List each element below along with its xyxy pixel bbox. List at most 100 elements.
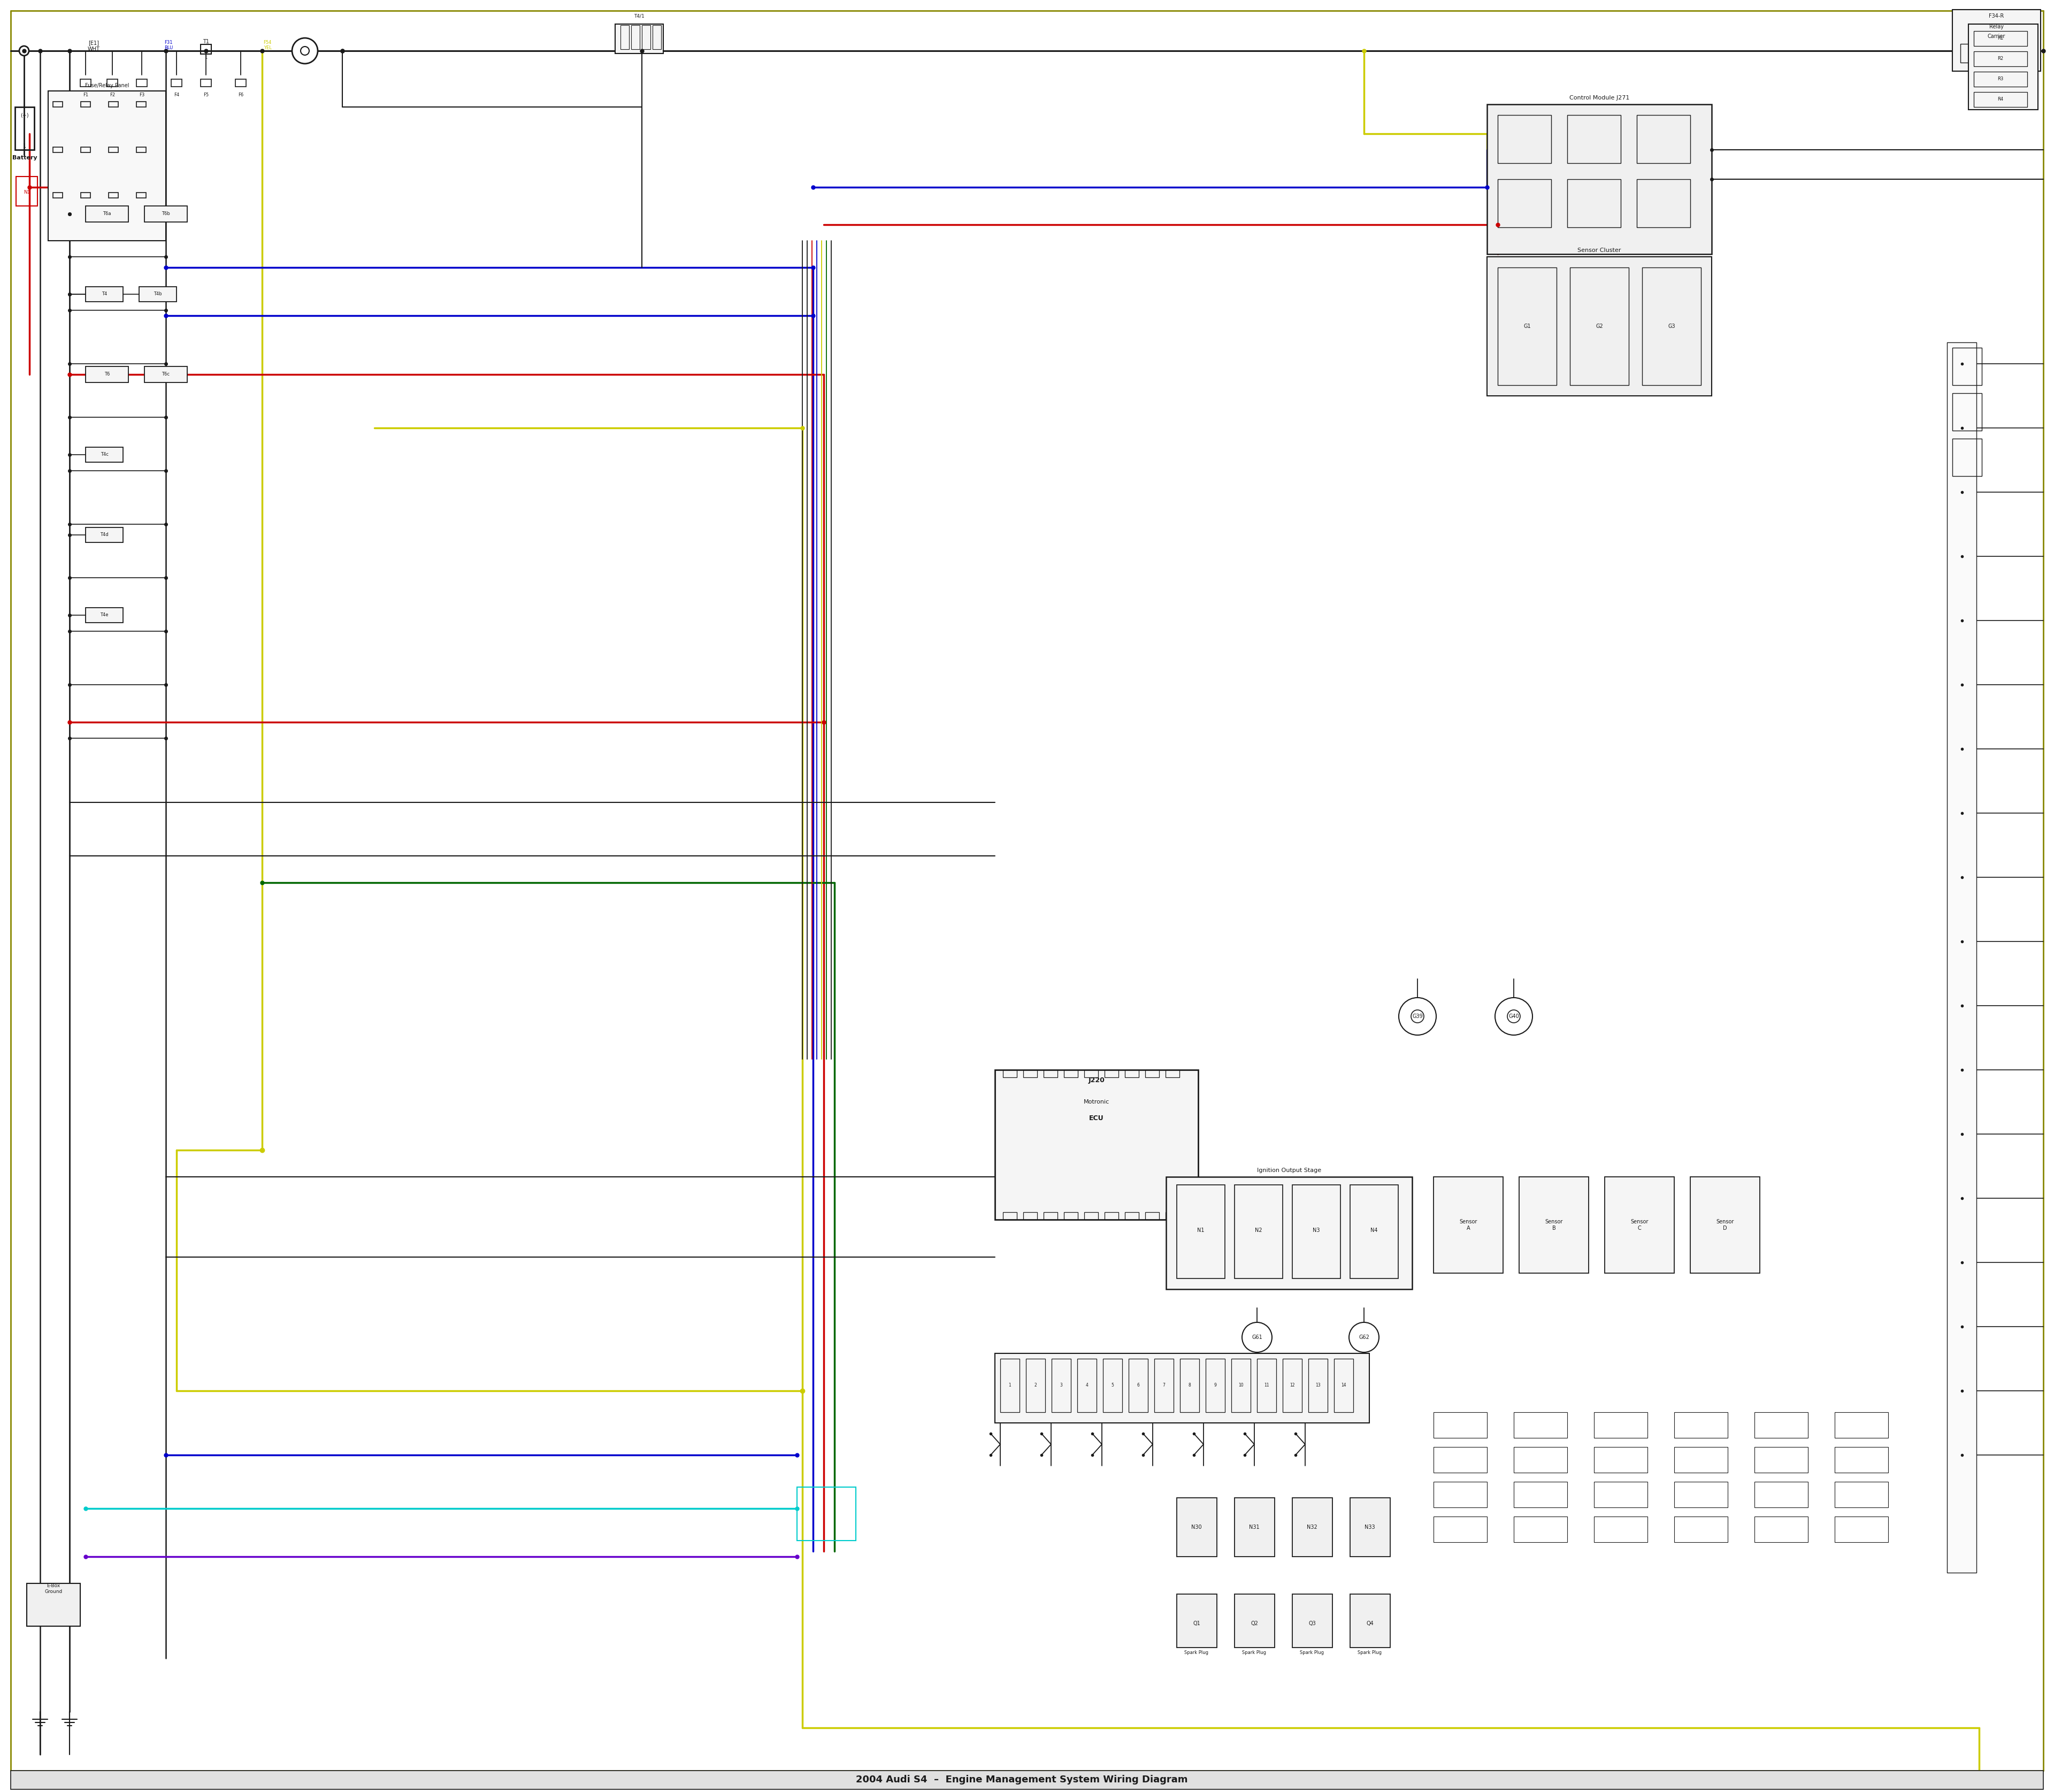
Bar (1594, 1412, 1647, 1437)
Text: Carrier: Carrier (1988, 34, 2005, 39)
Text: 12: 12 (1290, 1383, 1294, 1387)
Bar (1434, 1516, 1487, 1543)
Text: F5: F5 (203, 93, 210, 97)
Bar (1690, 1177, 1760, 1272)
Bar (53, 192, 62, 197)
Text: N33: N33 (1364, 1525, 1374, 1530)
Text: N31: N31 (1249, 1525, 1259, 1530)
Circle shape (1399, 998, 1436, 1036)
Text: Control Module J271: Control Module J271 (1569, 95, 1629, 100)
Bar (797, 1487, 857, 1541)
Circle shape (1243, 1322, 1271, 1353)
Bar (1349, 1185, 1399, 1278)
Bar (1146, 1211, 1158, 1220)
Bar (1002, 1070, 1017, 1077)
Text: R3: R3 (1996, 77, 2003, 82)
Bar (144, 206, 187, 222)
Bar (1960, 43, 1992, 63)
Bar (201, 79, 212, 86)
Bar (1076, 1358, 1097, 1412)
Text: F31: F31 (164, 41, 173, 45)
Circle shape (300, 47, 310, 56)
Bar (1052, 1358, 1070, 1412)
Bar (1974, 30, 2027, 47)
Bar (1257, 1358, 1276, 1412)
Bar (1953, 439, 1982, 477)
Text: T4: T4 (101, 292, 107, 297)
Bar (1754, 1482, 1808, 1507)
Bar (1167, 1177, 1413, 1288)
Bar (201, 45, 212, 54)
Text: Sensor
A: Sensor A (1458, 1219, 1477, 1231)
Bar (1165, 1070, 1179, 1077)
Bar (1292, 1595, 1333, 1647)
Bar (47, 91, 166, 240)
Text: T6a: T6a (103, 211, 111, 217)
Bar (1834, 1412, 1888, 1437)
Text: 8: 8 (1189, 1383, 1191, 1387)
Text: Sensor
B: Sensor B (1545, 1219, 1563, 1231)
Text: T4b: T4b (154, 292, 162, 297)
Bar (1146, 1070, 1158, 1077)
Text: 2004 Audi S4  –  Engine Management System Wiring Diagram: 2004 Audi S4 – Engine Management System … (857, 1774, 1187, 1785)
Circle shape (1411, 1011, 1423, 1023)
Text: G39: G39 (1413, 1014, 1423, 1020)
Text: Ignition Output Stage: Ignition Output Stage (1257, 1168, 1321, 1174)
Bar (1637, 179, 1690, 228)
Bar (614, 23, 663, 54)
Bar (1953, 9, 2040, 72)
Bar (1514, 1446, 1567, 1473)
Bar (1974, 72, 2027, 86)
Bar (86, 206, 127, 222)
Bar (80, 102, 90, 108)
Bar (1105, 1070, 1119, 1077)
Bar (1520, 1177, 1588, 1272)
Bar (1000, 1358, 1019, 1412)
Text: BLU: BLU (164, 47, 173, 50)
Bar (136, 79, 148, 86)
Bar (1674, 1446, 1727, 1473)
Bar (1025, 1358, 1045, 1412)
Circle shape (18, 47, 29, 56)
Bar (1567, 179, 1621, 228)
Text: E-Box
Ground: E-Box Ground (45, 1584, 62, 1593)
Text: T6c: T6c (162, 373, 170, 376)
Bar (16, 177, 37, 206)
Bar (109, 102, 119, 108)
Bar (27, 1584, 80, 1625)
Bar (1594, 1516, 1647, 1543)
Bar (1292, 1498, 1333, 1557)
Bar (1974, 52, 2027, 66)
Bar (1177, 1185, 1224, 1278)
Bar (631, 25, 639, 48)
Bar (170, 79, 183, 86)
Text: N4: N4 (1370, 1228, 1378, 1233)
Bar (653, 25, 661, 48)
Text: Battery: Battery (12, 156, 37, 161)
Bar (1594, 1446, 1647, 1473)
Bar (140, 287, 177, 301)
Bar (1968, 23, 2038, 109)
Bar (80, 147, 90, 152)
Circle shape (292, 38, 318, 65)
Text: Sensor
D: Sensor D (1715, 1219, 1734, 1231)
Circle shape (1508, 1011, 1520, 1023)
Text: J220: J220 (1089, 1077, 1105, 1084)
Bar (1126, 1211, 1138, 1220)
Bar (86, 366, 127, 382)
Bar (53, 102, 62, 108)
Text: R4: R4 (1999, 97, 2003, 102)
Bar (1206, 1358, 1224, 1412)
Text: T1: T1 (203, 39, 210, 45)
Bar (620, 25, 629, 48)
Text: Spark Plug: Spark Plug (1358, 1650, 1382, 1656)
Bar (1349, 1498, 1391, 1557)
Text: Sensor Cluster: Sensor Cluster (1577, 247, 1621, 253)
Text: F6: F6 (238, 93, 244, 97)
Bar (107, 79, 117, 86)
Bar (1126, 1070, 1138, 1077)
Bar (236, 79, 246, 86)
Bar (1085, 1070, 1099, 1077)
Bar (1604, 1177, 1674, 1272)
Text: F4: F4 (175, 93, 179, 97)
